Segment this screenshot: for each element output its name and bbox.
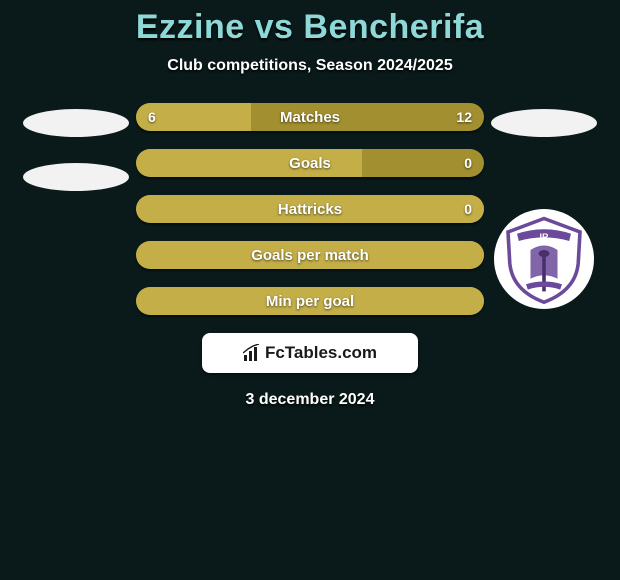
page-subtitle: Club competitions, Season 2024/2025: [167, 57, 452, 75]
stat-label: Goals: [136, 149, 484, 177]
stat-label: Goals per match: [136, 241, 484, 269]
club-badge: IR: [494, 209, 594, 309]
date-text: 3 december 2024: [246, 391, 375, 409]
stat-bar-goals: Goals 0: [136, 149, 484, 177]
stat-right-value: 0: [464, 149, 472, 177]
brand-text: FcTables.com: [265, 343, 377, 363]
brand-label: FcTables.com: [243, 343, 377, 363]
stat-label: Min per goal: [136, 287, 484, 315]
main-row: 6 Matches 12 Goals 0 Hattricks 0 Goals p…: [0, 103, 620, 315]
stats-column: 6 Matches 12 Goals 0 Hattricks 0 Goals p…: [136, 103, 484, 315]
stat-bar-min-per-goal: Min per goal: [136, 287, 484, 315]
badge-text: IR: [540, 232, 550, 242]
stat-bar-matches: 6 Matches 12: [136, 103, 484, 131]
stat-label: Hattricks: [136, 195, 484, 223]
stat-bar-hattricks: Hattricks 0: [136, 195, 484, 223]
right-player-col: IR: [484, 103, 604, 309]
stat-right-value: 12: [456, 103, 472, 131]
club-crest-icon: IR: [499, 214, 589, 304]
brand-box[interactable]: FcTables.com: [202, 333, 418, 373]
comparison-card: Ezzine vs Bencherifa Club competitions, …: [0, 0, 620, 409]
player-placeholder-oval: [23, 163, 129, 191]
chart-icon: [243, 344, 261, 362]
stat-bar-goals-per-match: Goals per match: [136, 241, 484, 269]
player-placeholder-oval: [23, 109, 129, 137]
player-placeholder-oval: [491, 109, 597, 137]
left-player-col: [16, 103, 136, 217]
stat-right-value: 0: [464, 195, 472, 223]
stat-label: Matches: [136, 103, 484, 131]
page-title: Ezzine vs Bencherifa: [136, 8, 484, 47]
